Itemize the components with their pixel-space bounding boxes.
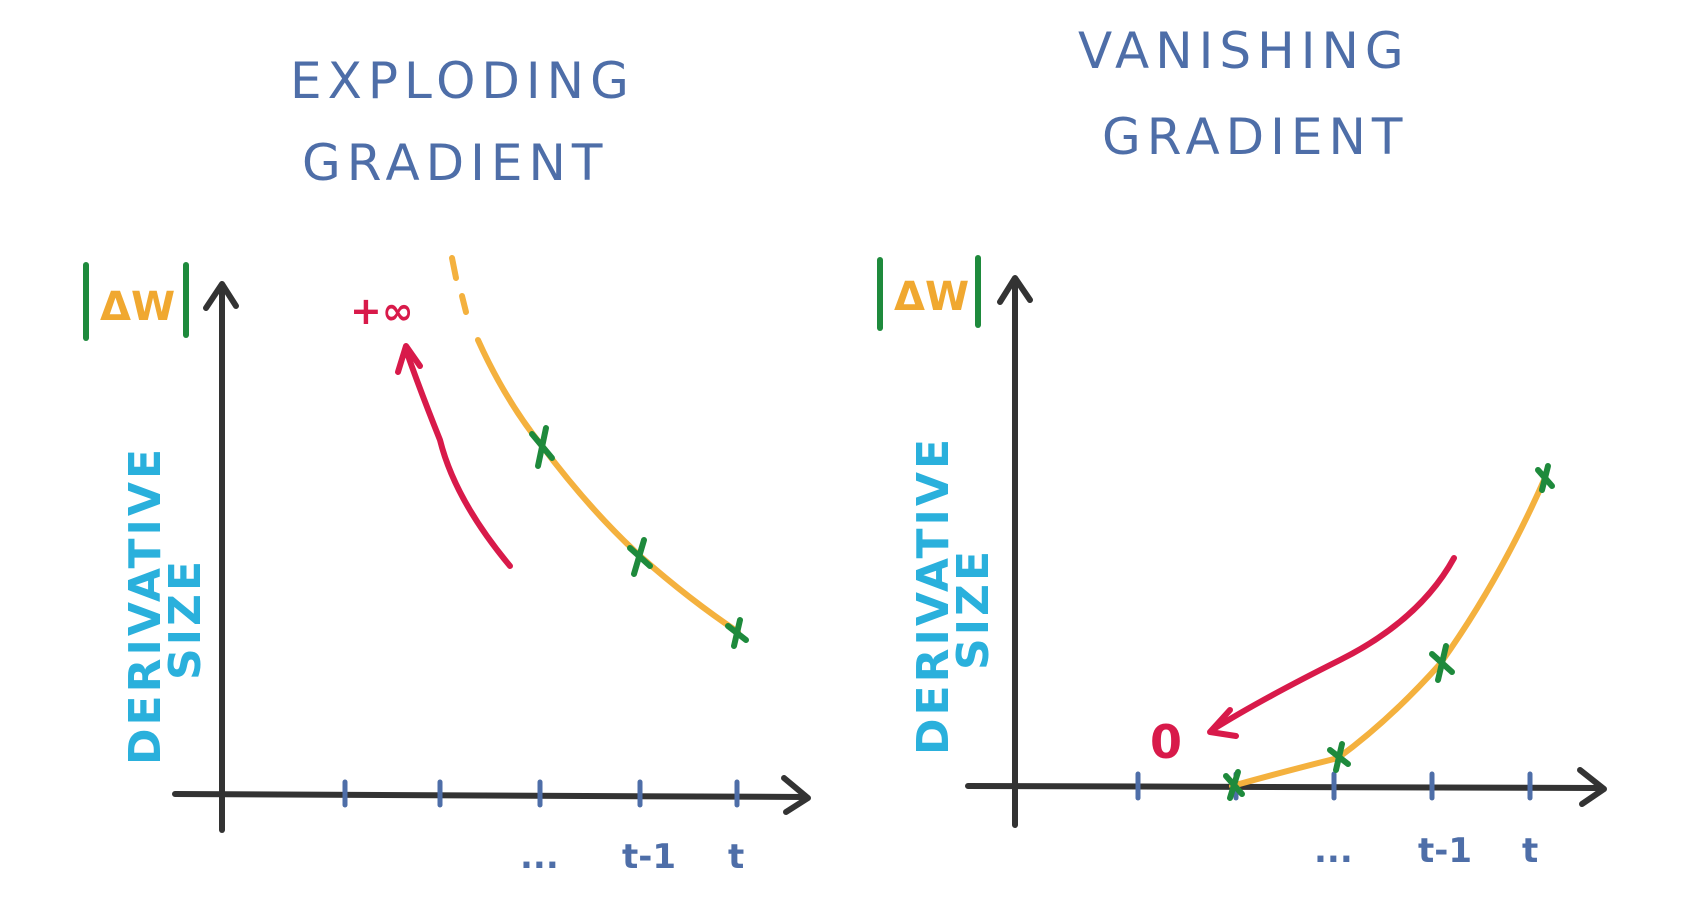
exploding-y-label-line2: SIZE [160,558,211,680]
vanishing-red-arrow [1209,555,1457,733]
exploding-limit-label: +∞ [350,289,414,333]
vanishing-red-arrowhead [1207,707,1239,739]
exploding-tick-label-t: t [728,837,744,877]
exploding-title-line2: GRADIENT [302,134,608,192]
vanishing-x-axis-arrow [1577,767,1607,807]
vanishing-curve [1229,475,1548,789]
vanishing-x-axis [965,783,1601,791]
exploding-x-axis [172,791,808,800]
exploding-curve-dash-2 [459,293,469,315]
vanishing-y-label-line1: DERIVATIVE [908,436,959,755]
exploding-panel: EXPLODING GRADIENT ΔW DERIVATIVE SIZE ..… [83,52,811,877]
exploding-tick-label-t-minus-1: t-1 [622,837,676,877]
exploding-tick-label-dots: ... [520,837,559,877]
exploding-delta-w-text: ΔW [100,284,175,330]
vanishing-title-line1: VANISHING [1078,22,1410,80]
exploding-x-axis-arrow [781,775,811,815]
vanishing-delta-w-label: ΔW [877,255,981,331]
vanishing-limit-label: 0 [1150,715,1182,769]
vanishing-tick-label-t-minus-1: t-1 [1418,831,1472,871]
vanishing-y-label-line2: SIZE [948,548,999,670]
exploding-x-ticks [342,779,740,808]
exploding-y-label-line1: DERIVATIVE [120,446,171,765]
vanishing-title-line2: GRADIENT [1102,108,1408,166]
exploding-markers [529,425,749,649]
exploding-y-axis-arrow [203,281,239,311]
exploding-red-arrow [403,347,513,569]
vanishing-delta-w-text: ΔW [894,274,969,320]
exploding-curve [475,337,741,635]
exploding-title-line1: EXPLODING [290,52,635,110]
vanishing-tick-label-t: t [1522,831,1538,871]
exploding-curve-dash-1 [449,255,459,281]
vanishing-tick-label-dots: ... [1314,831,1353,871]
exploding-delta-w-label: ΔW [83,262,189,341]
vanishing-markers [1223,463,1555,801]
exploding-red-arrowhead [395,343,423,375]
vanishing-panel: VANISHING GRADIENT ΔW DERIVATIVE SIZE ..… [877,22,1607,871]
vanishing-y-axis-arrow [997,275,1033,305]
